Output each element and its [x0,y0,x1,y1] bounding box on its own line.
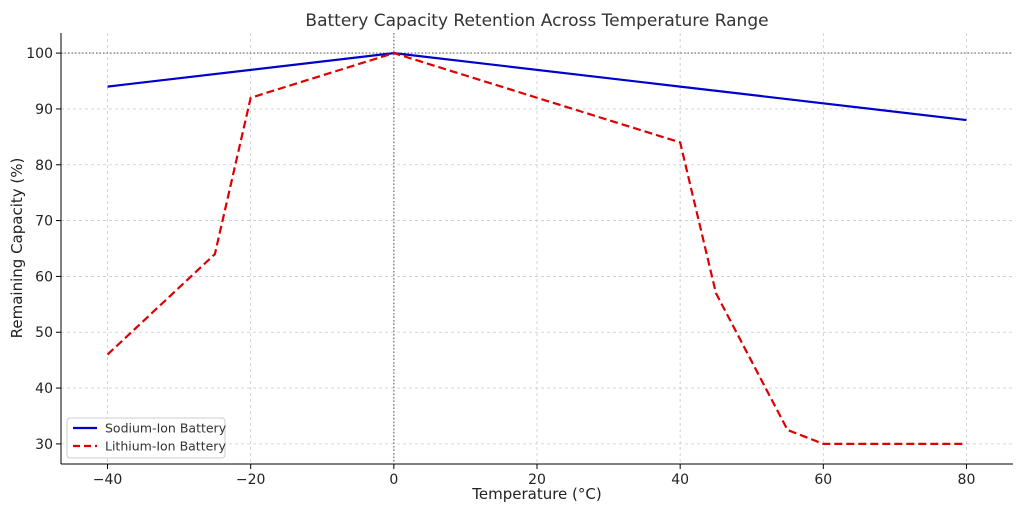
y-tick-label: 70 [35,214,53,230]
y-tick-label: 90 [35,102,53,118]
y-axis-label: Remaining Capacity (%) [8,158,26,339]
y-tick-label: 80 [35,158,53,174]
grid-layer [61,33,1013,464]
legend: Sodium-Ion Battery Lithium-Ion Battery [66,417,227,459]
axes-layer: −40 −20 0 20 40 60 80 30 40 50 60 70 80 90 100 [26,33,1013,488]
x-tick-label: 80 [958,472,976,488]
x-tick-label: 0 [389,472,398,488]
y-tick-label: 30 [35,437,53,453]
legend-box [66,417,226,459]
series-line-lithium-ion-battery [106,51,967,445]
x-tick-label: −20 [236,472,266,488]
legend-label-lithium-ion: Lithium-Ion Battery [105,439,226,454]
x-tick-label: −40 [93,472,123,488]
series-layer [106,51,967,445]
y-tick-label: 60 [35,269,53,285]
x-tick-label: 40 [671,472,689,488]
y-tick-label: 100 [26,46,53,62]
y-tick-label: 40 [35,381,53,397]
legend-label-sodium-ion: Sodium-Ion Battery [105,421,227,436]
x-tick-label: 20 [528,472,546,488]
reference-lines [61,33,1013,464]
y-tick-label: 50 [35,325,53,341]
x-tick-label: 60 [814,472,832,488]
x-axis-label: Temperature (°C) [471,485,601,503]
series-line-sodium-ion-battery [107,51,967,122]
chart-title: Battery Capacity Retention Across Temper… [305,11,768,31]
